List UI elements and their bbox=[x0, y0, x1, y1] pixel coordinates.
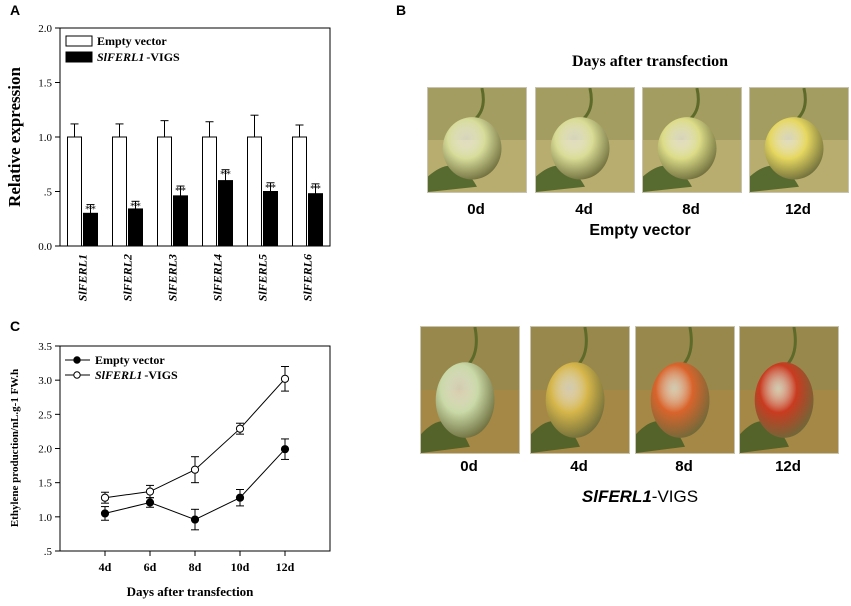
y-axis-label-c: Ethylene production/nL.g-1 FW.h bbox=[9, 369, 21, 527]
y-tick-label-c: 1.0 bbox=[38, 512, 52, 524]
bar-empty bbox=[202, 136, 217, 247]
data-point-empty bbox=[280, 445, 290, 454]
significance-label: ** bbox=[85, 204, 96, 216]
bar-vigs bbox=[83, 212, 98, 247]
y-tick-label-a: 1.5 bbox=[38, 78, 52, 90]
panel-label-a: A bbox=[10, 2, 21, 18]
fruit-photo-bottom-2 bbox=[635, 326, 735, 454]
bar-empty bbox=[67, 136, 82, 247]
fruit-photo-top-1 bbox=[535, 87, 635, 193]
y-tick-label-c: 2.0 bbox=[38, 444, 52, 456]
fruit-photo-top-0 bbox=[427, 87, 527, 193]
legend-label-empty: Empty vector bbox=[97, 34, 167, 48]
legend-label-vigs: SlFERL1 -VIGS bbox=[97, 50, 180, 64]
x-tick-label-c: 10d bbox=[231, 560, 250, 574]
significance-label: ** bbox=[265, 182, 276, 194]
fruit-image bbox=[750, 88, 848, 192]
x-tick-label-c: 4d bbox=[99, 560, 112, 574]
legend-marker-empty-c bbox=[73, 356, 81, 364]
fruit-image bbox=[740, 327, 838, 453]
y-tick-label-c: 3.0 bbox=[38, 375, 52, 387]
data-point-empty bbox=[100, 509, 110, 518]
y-tick-label-a: 2.0 bbox=[38, 23, 52, 35]
fruit-image bbox=[536, 88, 634, 192]
day-label-bottom-2: 8d bbox=[675, 458, 693, 475]
fruit-image bbox=[636, 327, 734, 453]
data-point-vigs bbox=[100, 493, 110, 502]
significance-label: ** bbox=[130, 200, 141, 212]
day-label-top-0: 0d bbox=[467, 201, 485, 218]
x-tick-label-a: SlFERL3 bbox=[166, 254, 180, 301]
fruit-image bbox=[428, 88, 526, 192]
panel-label-c: C bbox=[10, 318, 21, 334]
x-tick-label-c: 8d bbox=[189, 560, 202, 574]
fruit-image bbox=[531, 327, 629, 453]
data-point-vigs bbox=[235, 424, 245, 433]
top-row-label: Empty vector bbox=[589, 222, 691, 239]
y-axis-label-a: Relative expression bbox=[5, 66, 24, 206]
panel-label-b: B bbox=[396, 2, 407, 18]
legend-swatch-empty bbox=[65, 35, 93, 47]
fruit-photo-top-2 bbox=[642, 87, 742, 193]
fruit-photo-bottom-0 bbox=[420, 326, 520, 454]
y-tick-label-c: 2.5 bbox=[38, 409, 52, 421]
x-axis-label-c: Days after transfection bbox=[127, 584, 255, 599]
legend-marker-vigs-c bbox=[73, 371, 81, 379]
fruit-image bbox=[421, 327, 519, 453]
bar-chart-relative-expression: 0.0 .5 1.0 1.5 2.0 ** ** ** ** ** ** SlFERL1 SlFER… bbox=[5, 23, 331, 301]
x-tick-label-a: SlFERL4 bbox=[211, 254, 225, 301]
bar-vigs bbox=[263, 191, 278, 247]
bar-vigs bbox=[308, 193, 323, 247]
day-label-bottom-0: 0d bbox=[460, 458, 478, 475]
bottom-row-label: SlFERL1-VIGS bbox=[540, 487, 740, 507]
y-tick-label-c: 3.5 bbox=[38, 341, 52, 353]
y-tick-label-c: .5 bbox=[44, 546, 53, 558]
data-point-empty bbox=[190, 515, 200, 524]
legend-label-empty-c: Empty vector bbox=[95, 353, 165, 367]
y-tick-label-a: .5 bbox=[44, 187, 53, 199]
bottom-row-label-gene: SlFERL1 bbox=[581, 487, 652, 506]
fruit-photo-top-3 bbox=[749, 87, 849, 193]
significance-label: ** bbox=[310, 183, 321, 195]
bar-empty bbox=[157, 136, 172, 247]
data-point-empty bbox=[145, 498, 155, 507]
data-point-vigs bbox=[145, 487, 155, 496]
bar-empty bbox=[292, 136, 307, 247]
fruit-photo-bottom-3 bbox=[739, 326, 839, 454]
x-tick-label-a: SlFERL6 bbox=[301, 254, 315, 301]
fruit-image bbox=[643, 88, 741, 192]
day-label-top-3: 12d bbox=[785, 201, 811, 218]
fruit-photo-bottom-1 bbox=[530, 326, 630, 454]
bar-vigs bbox=[173, 195, 188, 247]
bottom-row-label-suffix: -VIGS bbox=[651, 487, 699, 506]
bar-vigs bbox=[128, 208, 143, 247]
bar-vigs bbox=[218, 180, 233, 247]
data-point-empty bbox=[235, 493, 245, 502]
line-chart-ethylene: .5 1.0 1.5 2.0 2.5 3.0 3.5 4d 6d 8d 10d 12d Ethyle… bbox=[9, 341, 331, 599]
significance-label: ** bbox=[175, 185, 186, 197]
x-tick-label-c: 6d bbox=[144, 560, 157, 574]
x-tick-label-a: SlFERL5 bbox=[256, 254, 270, 301]
panel-b-title: Days after transfection bbox=[571, 53, 729, 70]
bar-empty bbox=[247, 136, 262, 247]
x-tick-label-a: SlFERL2 bbox=[121, 254, 135, 301]
data-point-vigs bbox=[280, 374, 290, 383]
significance-label: ** bbox=[220, 169, 231, 181]
y-tick-label-c: 1.5 bbox=[38, 478, 52, 490]
x-tick-label-c: 12d bbox=[276, 560, 295, 574]
legend-label-vigs-c: SlFERL1 -VIGS bbox=[95, 368, 178, 382]
y-tick-label-a: 1.0 bbox=[38, 132, 52, 144]
day-label-top-1: 4d bbox=[575, 201, 593, 218]
day-label-bottom-1: 4d bbox=[570, 458, 588, 475]
bar-empty bbox=[112, 136, 127, 247]
legend-swatch-vigs bbox=[65, 51, 93, 63]
day-label-bottom-3: 12d bbox=[775, 458, 801, 475]
day-label-top-2: 8d bbox=[682, 201, 700, 218]
x-tick-label-a: SlFERL1 bbox=[76, 254, 90, 301]
data-point-vigs bbox=[190, 465, 200, 474]
y-tick-label-a: 0.0 bbox=[38, 241, 52, 253]
